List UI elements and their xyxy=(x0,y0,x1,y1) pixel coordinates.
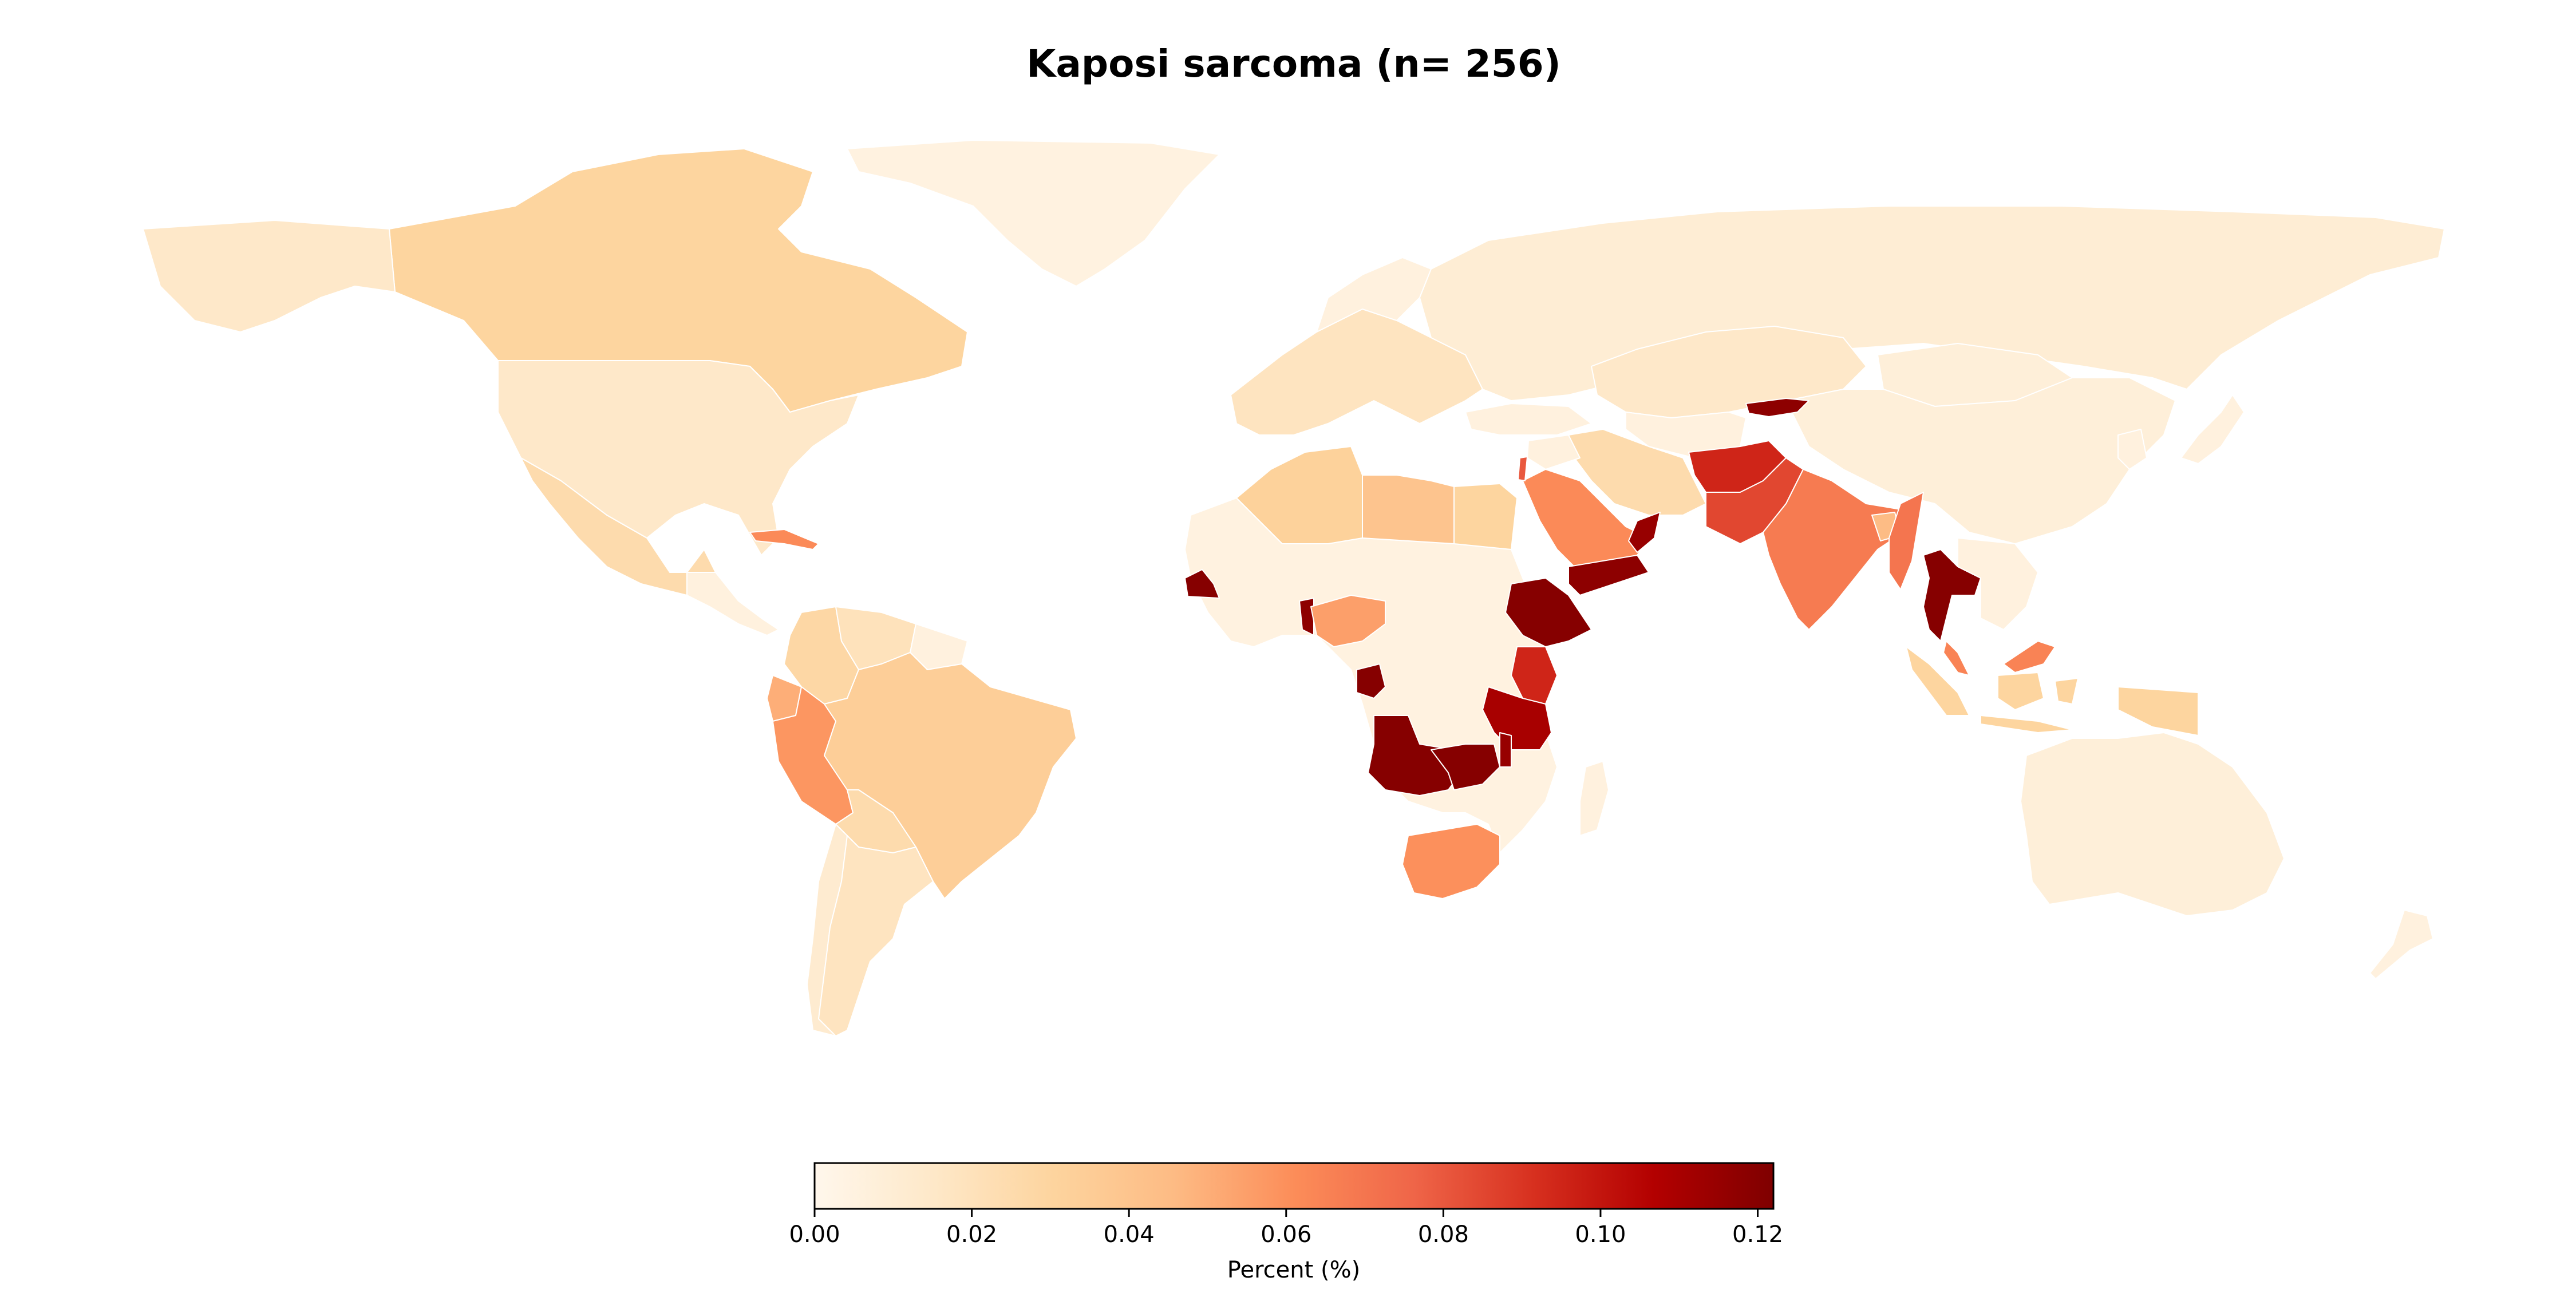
region-malaysia xyxy=(1943,640,2056,676)
region-south-africa xyxy=(1402,824,1500,899)
region-alaska xyxy=(143,220,396,333)
colorbar-tick-label: 0.02 xyxy=(946,1221,997,1248)
region-oman xyxy=(1628,512,1661,553)
colorbar-tick-label: 0.08 xyxy=(1418,1221,1469,1248)
region-kyrgyzstan xyxy=(1745,398,1809,417)
region-congo xyxy=(1356,663,1386,699)
region-greenland xyxy=(847,140,1220,287)
region-madagascar xyxy=(1579,761,1609,836)
map xyxy=(143,140,2445,1037)
colorbar-gradient xyxy=(813,1162,1775,1210)
region-libya xyxy=(1362,474,1455,544)
region-japan xyxy=(2180,394,2245,464)
region-ethiopia xyxy=(1505,578,1592,647)
region-indonesia xyxy=(1906,646,2199,736)
region-israel xyxy=(1518,456,1528,481)
region-levant xyxy=(1527,434,1581,470)
region-australia xyxy=(2020,732,2285,916)
colorbar-ticks: 0.00 0.02 0.04 0.06 0.08 0.10 0.12 xyxy=(789,1209,1783,1248)
region-cuba xyxy=(749,529,819,550)
chart-title: Kaposi sarcoma (n= 256) xyxy=(1026,42,1561,86)
region-iran xyxy=(1568,429,1706,516)
region-turkey xyxy=(1465,403,1592,436)
region-senegal xyxy=(1184,569,1220,599)
region-liberia xyxy=(1299,598,1314,636)
colorbar-tick-label: 0.06 xyxy=(1261,1221,1311,1248)
region-china xyxy=(1785,377,2176,544)
colorbar-label: Percent (%) xyxy=(1227,1257,1360,1283)
region-myanmar xyxy=(1888,492,1924,590)
region-central-america xyxy=(686,572,779,636)
region-angola xyxy=(1368,715,1466,796)
region-india xyxy=(1763,469,1913,630)
region-indochina xyxy=(1957,537,2038,630)
region-korea xyxy=(2117,429,2147,470)
colorbar-tick-label: 0.00 xyxy=(789,1221,840,1248)
colorbar-tick-label: 0.04 xyxy=(1104,1221,1155,1248)
region-argentina xyxy=(818,835,934,1037)
region-thailand xyxy=(1923,549,1981,642)
region-yemen xyxy=(1568,555,1649,596)
region-egypt xyxy=(1453,483,1518,550)
region-new-zealand xyxy=(2369,909,2433,979)
colorbar: 0.00 0.02 0.04 0.06 0.08 0.10 0.12 Percent (%) xyxy=(789,1162,1783,1283)
region-zambia xyxy=(1431,744,1500,790)
region-nigeria xyxy=(1310,595,1386,647)
colorbar-tick-label: 0.10 xyxy=(1575,1221,1626,1248)
region-malawi xyxy=(1499,732,1512,768)
colorbar-tick-label: 0.12 xyxy=(1732,1221,1783,1248)
